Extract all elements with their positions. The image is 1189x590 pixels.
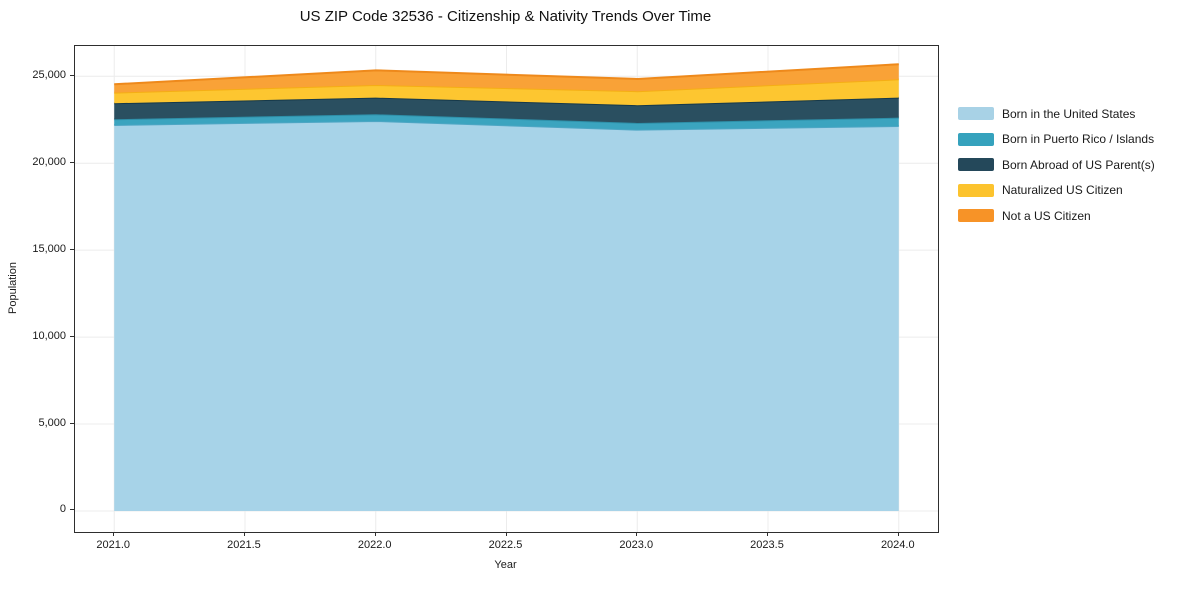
x-tick-label: 2021.0 (96, 539, 131, 551)
x-tick-label: 2022.5 (488, 539, 523, 551)
area-series (114, 64, 899, 93)
area-series (114, 114, 899, 130)
x-tick-label: 2023.0 (619, 539, 654, 551)
plot-area (74, 45, 939, 533)
legend-swatch (958, 183, 994, 197)
area-series (114, 79, 899, 106)
legend-label: Born Abroad of US Parent(s) (1002, 157, 1155, 172)
legend-swatch (958, 209, 994, 223)
area-edge-line (114, 63, 899, 86)
legend-swatch (958, 107, 994, 120)
legend-item: Born in Puerto Rico / Islands (958, 132, 1155, 147)
x-tick-label: 2023.5 (750, 539, 784, 551)
legend-label: Born in Puerto Rico / Islands (1002, 132, 1155, 147)
legend-label: Born in the United States (1002, 106, 1136, 121)
legend-swatch (958, 158, 994, 172)
legend-item: Not a US Citizen (958, 208, 1155, 223)
chart-title: US ZIP Code 32536 - Citizenship & Nativi… (299, 8, 712, 25)
legend-item: Born in the United States (958, 106, 1155, 121)
y-axis-label: Population (7, 262, 19, 314)
x-tick-label: 2022.0 (357, 539, 392, 551)
legend-item: Naturalized US Citizen (958, 183, 1155, 198)
y-axis-label-wrap: Population (2, 45, 24, 531)
legend-label: Not a US Citizen (1002, 208, 1091, 223)
legend-item: Born Abroad of US Parent(s) (958, 157, 1155, 172)
x-axis-label: Year (494, 559, 517, 571)
stacked-area-chart (75, 46, 938, 532)
legend-swatch (958, 132, 994, 146)
x-tick-label: 2021.5 (227, 539, 261, 551)
x-tick-label: 2024.0 (880, 539, 915, 551)
area-series (114, 120, 899, 511)
legend: Born in the United States Born in Puerto … (958, 107, 1155, 235)
legend-label: Naturalized US Citizen (1002, 183, 1123, 198)
